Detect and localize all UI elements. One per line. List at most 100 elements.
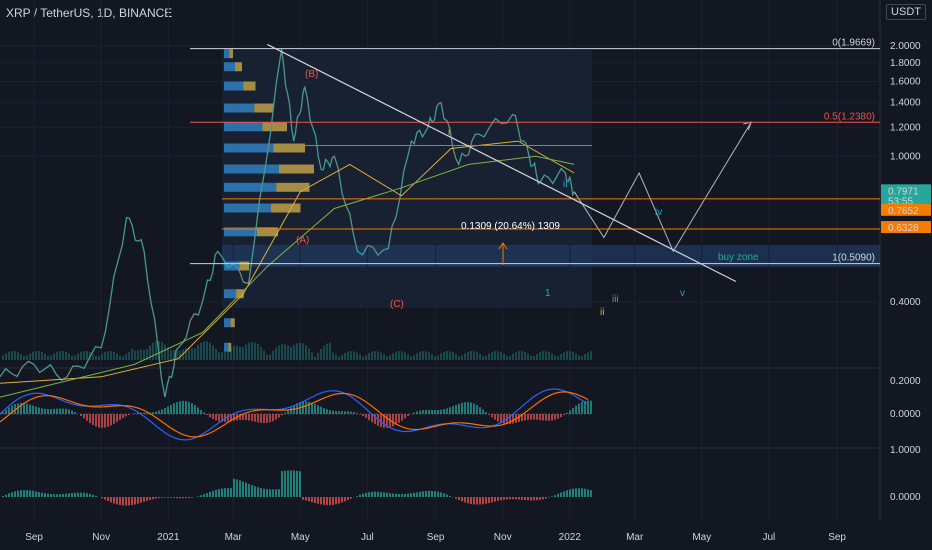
- oscillator-bar: [374, 491, 376, 497]
- oscillator-bar: [269, 489, 271, 497]
- volume-bar: [293, 344, 295, 360]
- volume-profile-bar: [243, 81, 256, 91]
- volume-bar: [248, 342, 250, 360]
- oscillator-bar: [218, 489, 220, 497]
- macd-histogram-bar: [41, 408, 43, 414]
- macd-histogram-bar: [185, 401, 187, 414]
- volume-bar: [257, 343, 259, 360]
- volume-bar: [332, 352, 334, 360]
- oscillator-bar: [254, 486, 256, 497]
- oscillator-bar: [431, 490, 433, 497]
- oscillator-bar: [473, 497, 475, 505]
- volume-bar: [56, 351, 58, 360]
- oscillator-bar: [8, 493, 10, 497]
- oscillator-tick-label: 0.0000: [890, 492, 921, 503]
- time-tick-label: Jul: [361, 532, 374, 543]
- volume-profile-bar: [224, 318, 231, 328]
- oscillator-bar: [494, 497, 496, 502]
- macd-signal-line: [0, 391, 589, 438]
- oscillator-bar: [302, 497, 304, 500]
- oscillator-bar: [14, 491, 16, 497]
- volume-bar: [2, 355, 4, 360]
- volume-bar: [281, 344, 283, 360]
- price-tick-label: 2.0000: [890, 41, 921, 52]
- macd-histogram-bar: [335, 411, 337, 414]
- oscillator-bar: [488, 497, 490, 504]
- volume-bar: [377, 351, 379, 360]
- oscillator-bar: [545, 497, 547, 499]
- macd-histogram-bar: [119, 414, 121, 421]
- volume-bar: [71, 355, 73, 360]
- volume-bar: [491, 351, 493, 360]
- macd-histogram-bar: [53, 408, 55, 414]
- currency-selector[interactable]: USDT: [886, 4, 926, 20]
- wave-label-c: (C): [390, 299, 404, 310]
- macd-histogram-bar: [557, 414, 559, 419]
- oscillator-bar: [68, 493, 70, 497]
- oscillator-bar: [539, 497, 541, 500]
- volume-bar: [236, 345, 238, 360]
- volume-bar: [206, 341, 208, 360]
- macd-histogram-bar: [404, 414, 406, 419]
- buy-zone-rect: [222, 245, 880, 267]
- oscillator-bar: [407, 493, 409, 497]
- oscillator-bar: [221, 488, 223, 497]
- oscillator-bar: [395, 493, 397, 497]
- time-tick-label: Sep: [427, 532, 445, 543]
- oscillator-bar: [248, 483, 250, 497]
- macd-histogram-bar: [311, 402, 313, 414]
- macd-histogram-bar: [14, 404, 16, 414]
- wave-label-i: i: [448, 127, 450, 138]
- volume-bar: [395, 351, 397, 360]
- volume-bar: [179, 350, 181, 360]
- volume-bar: [113, 351, 115, 360]
- oscillator-bar: [293, 470, 295, 497]
- volume-profile-bar: [254, 103, 274, 113]
- oscillator-bar: [152, 497, 154, 500]
- oscillator-bar: [560, 492, 562, 497]
- volume-bar: [209, 342, 211, 360]
- volume-bar: [107, 351, 109, 360]
- macd-histogram-bar: [86, 414, 88, 421]
- macd-histogram-bar: [239, 414, 241, 421]
- volume-bar: [557, 356, 559, 360]
- oscillator-bar: [506, 497, 508, 500]
- macd-histogram-bar: [20, 402, 22, 414]
- volume-bar: [137, 350, 139, 360]
- macd-histogram-bar: [383, 414, 385, 428]
- oscillator-bar: [344, 497, 346, 502]
- oscillator-bar: [503, 497, 505, 500]
- oscillator-bar: [71, 493, 73, 497]
- volume-bar: [392, 353, 394, 360]
- macd-histogram-bar: [107, 414, 109, 427]
- volume-bar: [581, 356, 583, 360]
- oscillator-bar: [110, 497, 112, 503]
- volume-bar: [197, 344, 199, 360]
- volume-bar: [23, 356, 25, 360]
- oscillator-bar: [263, 488, 265, 497]
- volume-bar: [407, 354, 409, 360]
- time-tick-label: May: [692, 532, 711, 543]
- volume-bar: [65, 352, 67, 360]
- macd-histogram-bar: [206, 414, 208, 415]
- chart-title: XRP / TetherUS, 1D, BINANCE: [6, 6, 173, 20]
- volume-bar: [383, 354, 385, 360]
- macd-histogram-bar: [500, 414, 502, 423]
- oscillator-bar: [65, 493, 67, 497]
- volume-bar: [221, 352, 223, 360]
- volume-profile-bar: [239, 261, 250, 271]
- volume-bar: [173, 349, 175, 360]
- macd-histogram-bar: [305, 401, 307, 414]
- oscillator-bar: [116, 497, 118, 505]
- volume-profile-bar: [224, 203, 271, 213]
- volume-bar: [8, 351, 10, 360]
- oscillator-bar: [287, 470, 289, 497]
- macd-histogram-bar: [380, 414, 382, 428]
- descending-trendline: [267, 43, 737, 283]
- macd-histogram-bar: [47, 409, 49, 414]
- macd-histogram-bar: [440, 409, 442, 414]
- oscillator-bar: [470, 497, 472, 505]
- macd-histogram-bar: [197, 407, 199, 414]
- macd-histogram-bar: [326, 409, 328, 414]
- macd-histogram-bar: [461, 402, 463, 414]
